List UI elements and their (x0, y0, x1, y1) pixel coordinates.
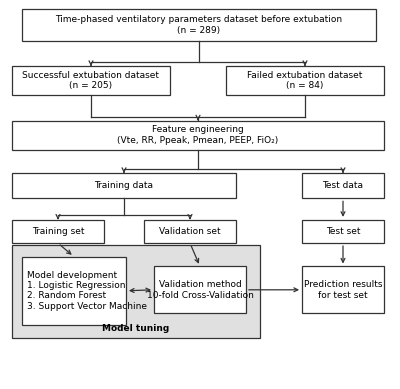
FancyBboxPatch shape (302, 266, 384, 313)
FancyBboxPatch shape (302, 220, 384, 243)
FancyBboxPatch shape (12, 121, 384, 150)
FancyBboxPatch shape (12, 173, 236, 198)
Text: Test set: Test set (326, 227, 360, 236)
Text: Model tuning: Model tuning (102, 324, 170, 333)
FancyBboxPatch shape (12, 245, 260, 338)
Text: Failed extubation dataset
(n = 84): Failed extubation dataset (n = 84) (247, 71, 363, 90)
Text: Training data: Training data (94, 181, 154, 190)
FancyBboxPatch shape (302, 173, 384, 198)
Text: Successful extubation dataset
(n = 205): Successful extubation dataset (n = 205) (22, 71, 160, 90)
Text: Time-phased ventilatory parameters dataset before extubation
(n = 289): Time-phased ventilatory parameters datas… (56, 15, 342, 35)
FancyBboxPatch shape (12, 66, 170, 95)
FancyBboxPatch shape (226, 66, 384, 95)
Text: Model development
1. Logistic Regression
2. Random Forest
3. Support Vector Mach: Model development 1. Logistic Regression… (27, 271, 147, 311)
Text: Test data: Test data (322, 181, 364, 190)
Text: Validation set: Validation set (159, 227, 221, 236)
FancyBboxPatch shape (22, 9, 376, 41)
Text: Training set: Training set (32, 227, 84, 236)
Text: Prediction results
for test set: Prediction results for test set (304, 280, 382, 300)
FancyBboxPatch shape (144, 220, 236, 243)
FancyBboxPatch shape (12, 220, 104, 243)
FancyBboxPatch shape (154, 266, 246, 313)
Text: Feature engineering
(Vte, RR, Ppeak, Pmean, PEEP, FiO₂): Feature engineering (Vte, RR, Ppeak, Pme… (117, 126, 279, 145)
Text: Validation method
10-fold Cross-Validation: Validation method 10-fold Cross-Validati… (146, 280, 254, 300)
FancyBboxPatch shape (22, 257, 126, 325)
